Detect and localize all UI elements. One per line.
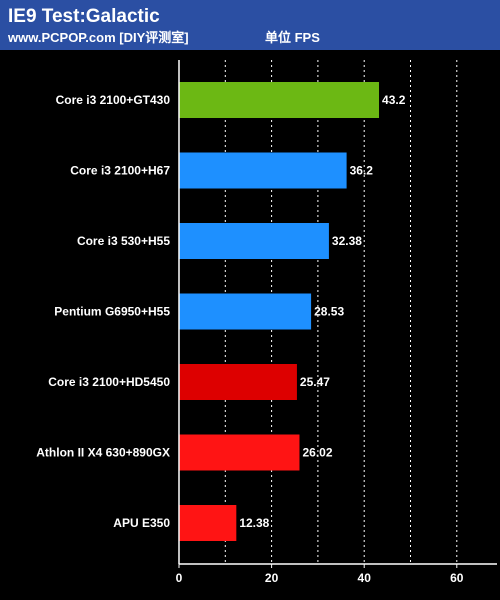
- value-label: 32.38: [332, 234, 362, 248]
- site-label: www.PCPOP.com [DIY评测室]: [7, 30, 189, 45]
- category-label: Core i3 2100+GT430: [56, 93, 171, 107]
- category-label: Pentium G6950+H55: [54, 305, 170, 319]
- value-label: 12.38: [239, 516, 269, 530]
- category-label: APU E350: [113, 516, 170, 530]
- value-label: 43.2: [382, 93, 406, 107]
- value-label: 25.47: [300, 375, 330, 389]
- category-label: Core i3 2100+H67: [70, 164, 170, 178]
- bar: [179, 293, 312, 330]
- category-label: Core i3 530+H55: [77, 234, 170, 248]
- value-label: 36.2: [350, 164, 374, 178]
- chart-title: IE9 Test:Galactic: [8, 6, 160, 27]
- category-label: Core i3 2100+HD5450: [48, 375, 170, 389]
- value-label: 28.53: [314, 305, 344, 319]
- header-band: [0, 0, 500, 50]
- x-tick-label: 0: [176, 571, 183, 585]
- unit-label: 单位 FPS: [265, 30, 320, 45]
- bars: Core i3 2100+GT430 43.2 Core i3 2100+H67 36…: [36, 82, 406, 541]
- x-axis: 0 20 40 60: [176, 60, 497, 585]
- bar: [179, 364, 297, 400]
- bar: [179, 505, 237, 541]
- value-label: 26.02: [302, 446, 332, 460]
- x-tick-label: 20: [265, 571, 279, 585]
- bar: [179, 82, 380, 118]
- x-tick-label: 40: [358, 571, 372, 585]
- x-tick-label: 60: [450, 571, 464, 585]
- category-label: Athlon II X4 630+890GX: [36, 446, 170, 460]
- bar: [179, 434, 300, 471]
- bar: [179, 152, 347, 189]
- bar: [179, 223, 329, 259]
